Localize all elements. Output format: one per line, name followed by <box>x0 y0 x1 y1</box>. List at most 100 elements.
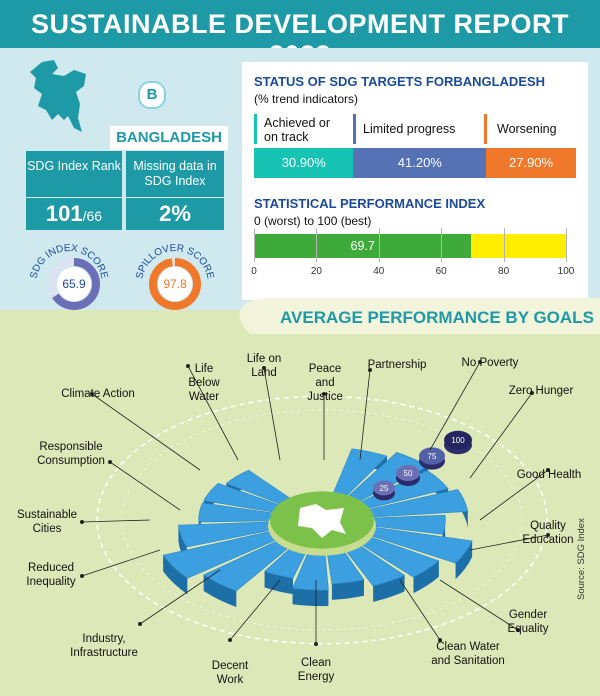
goal-leader-line <box>263 367 281 461</box>
country-name: BANGLADESH <box>116 129 222 146</box>
goal-bar-side <box>292 588 329 607</box>
report-header: SUSTAINABLE DEVELOPMENT REPORT 2023 <box>0 0 600 70</box>
goal-leader-line <box>139 569 221 625</box>
spi-gridline <box>316 228 318 262</box>
spi-gridline <box>503 228 505 262</box>
status-panel: STATUS OF SDG TARGETS FORBANGLADESH (% t… <box>242 62 588 300</box>
status-segment-worsening: 27.90% <box>486 148 576 178</box>
rank-total: /66 <box>82 208 103 224</box>
goal-bar-side <box>373 575 405 602</box>
goal-leader-dot <box>186 364 190 368</box>
spi-tick-label: 100 <box>557 266 575 277</box>
bangladesh-map-icon <box>30 60 86 132</box>
sdg-index-score-gauge: SDG INDEX SCORE 65.9 <box>28 243 110 310</box>
goal-bar-side <box>413 560 439 594</box>
goal-leader-dot <box>108 460 112 464</box>
summary-section: B BANGLADESH SDG Index Rank Missing data… <box>0 48 600 310</box>
spi-gridline <box>441 228 443 262</box>
scale-disc <box>444 430 472 450</box>
goal-leader-dot <box>438 638 442 642</box>
missing-value: 2% <box>159 201 191 226</box>
spi-tick-label: 80 <box>498 266 510 277</box>
goal-leader-line <box>469 534 549 551</box>
legend-label-worsening: Worsening <box>497 122 557 136</box>
goal-leader-dot <box>368 368 372 372</box>
goal-leader-line <box>469 392 533 479</box>
goal-leader-line <box>429 361 481 451</box>
status-title: STATUS OF SDG TARGETS FORBANGLADESH <box>254 74 546 89</box>
rank-label-box: SDG Index Rank <box>26 151 122 197</box>
brand-logo: B <box>138 81 166 109</box>
spi-gridline <box>378 228 380 262</box>
goal-leader-dot <box>546 533 550 537</box>
goal-leader-line <box>439 579 519 631</box>
goal-label-decent-work: Decent Work <box>211 660 249 686</box>
scale-disc <box>396 465 420 481</box>
status-segment-achieved: 30.90% <box>254 148 354 178</box>
goal-leader-dot <box>478 360 482 364</box>
goal-leader-dot <box>138 622 142 626</box>
goal-label-industry: Industry, Infrastructure <box>70 633 138 659</box>
goals-section: AVERAGE PERFORMANCE BY GOALS 25 50 75 100 S… <box>0 298 600 696</box>
spi-tick-label: 20 <box>310 266 322 277</box>
goal-label-life-on-land: Life on Land <box>246 353 282 379</box>
goal-leader-line <box>91 393 201 471</box>
spi-axis: 0 20 40 60 80 100 <box>251 228 574 284</box>
radial-guide-ring <box>121 409 523 631</box>
goal-bar-side <box>163 555 188 595</box>
goal-label-reduced-inequality: Reduced Inequality <box>26 562 76 588</box>
sdg-index-score-value: 65.9 <box>62 277 86 291</box>
spillover-score-gauge: SPILLOVER SCORE 97.8 <box>134 243 216 310</box>
goal-label-partnership: Partnership <box>367 359 427 371</box>
goal-bar-side <box>455 540 473 580</box>
goal-label-life-below-water: Life Below Water <box>188 363 220 403</box>
spi-bar-fill: 69.7 <box>254 234 472 258</box>
country-name-box: BANGLADESH <box>110 126 228 150</box>
legend-label-limited: Limited progress <box>363 122 456 136</box>
goal-leader-dot <box>530 391 534 395</box>
goal-leader-line <box>187 365 239 461</box>
spi-subtitle: 0 (worst) to 100 (best) <box>254 214 372 228</box>
status-subtitle: (% trend indicators) <box>254 92 359 106</box>
legend-marker-limited <box>353 114 356 144</box>
goals-title-banner <box>0 298 600 334</box>
spi-tick-label: 40 <box>373 266 385 277</box>
rank-value: 101 <box>45 201 83 226</box>
goals-title: AVERAGE PERFORMANCE BY GOALS <box>280 308 594 327</box>
scale-disc-label: 75 <box>428 452 437 461</box>
missing-value-box: 2% <box>126 198 224 230</box>
goal-leader-line <box>359 369 371 461</box>
goal-leader-dot <box>80 574 84 578</box>
status-segment-limited: 41.20% <box>353 148 487 178</box>
goal-leader-line <box>81 549 161 577</box>
spi-gridline <box>254 228 255 262</box>
spi-bar-track: 69.7 <box>254 234 566 258</box>
sdg-index-score-arc <box>48 258 100 310</box>
center-map-icon <box>298 504 346 538</box>
goal-leader-dot <box>516 628 520 632</box>
spillover-score-arc <box>149 258 201 310</box>
goal-bar-side <box>203 574 237 607</box>
goal-label-peace-justice: Peace and Justice <box>307 363 343 403</box>
goal-bar-side <box>331 579 364 600</box>
goal-label-clean-energy: Clean Energy <box>297 657 335 683</box>
goal-label-no-poverty: No Poverty <box>461 357 519 369</box>
spi-title: STATISTICAL PERFORMANCE INDEX <box>254 196 486 211</box>
scale-disc <box>373 480 395 496</box>
goal-label-zero-hunger: Zero Hunger <box>508 385 574 397</box>
spi-tick-label: 0 <box>251 266 257 277</box>
goal-label-gender-equality: Gender Equality <box>507 609 549 635</box>
goal-leader-dot <box>262 366 266 370</box>
scale-disc-label: 50 <box>404 469 413 478</box>
legend-label-achieved: Achieved or on track <box>264 116 331 144</box>
scale-disc-label: 25 <box>380 484 389 493</box>
status-stacked-bar: 30.90% 41.20% 27.90% <box>254 148 576 178</box>
goal-leader-dot <box>322 392 326 396</box>
missing-label: Missing data in SDG Index <box>133 159 217 188</box>
goal-label-quality-education: Quality Education <box>522 520 574 546</box>
scale-disc-label: 100 <box>451 436 465 445</box>
goal-leader-dot <box>314 642 318 646</box>
goal-leader-dot <box>80 520 84 524</box>
radial-guide-ring <box>96 395 548 645</box>
rank-label: SDG Index Rank <box>27 159 121 173</box>
